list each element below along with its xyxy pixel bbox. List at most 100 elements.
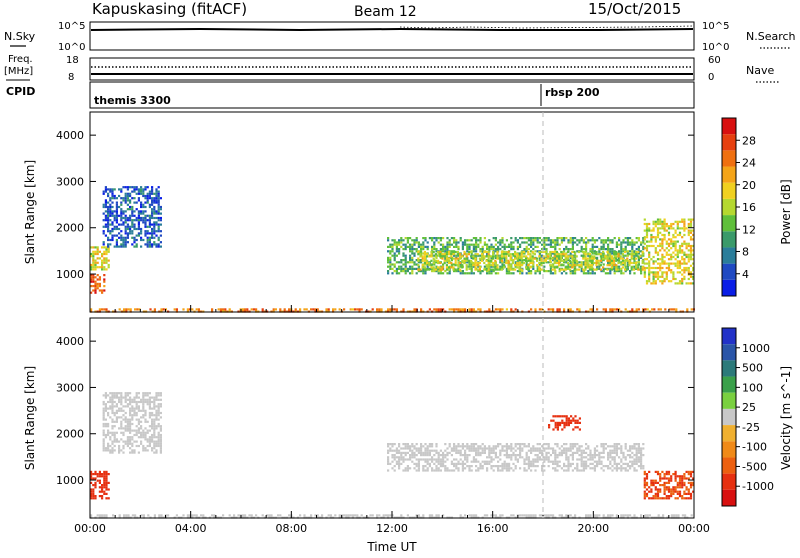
heatmap-cell-power-3: [464, 241, 467, 244]
heatmap-cell-power-5: [692, 253, 695, 256]
heatmap-cell-power-6: [356, 308, 359, 311]
heatmap-cell-power-3: [571, 243, 574, 246]
heatmap-cell-velocity-1: [157, 411, 160, 415]
heatmap-cell-power-2: [146, 245, 149, 248]
heatmap-cell-power-5: [674, 247, 677, 250]
heatmap-cell-velocity-2: [580, 454, 583, 457]
heatmap-cell-power-4: [507, 261, 510, 265]
heatmap-cell-power-5: [648, 266, 651, 270]
heatmap-cell-power-3: [620, 250, 623, 253]
heatmap-cell-velocity-4: [643, 479, 646, 482]
heatmap-cell-power-3: [618, 237, 621, 240]
heatmap-cell-velocity-2: [545, 456, 548, 459]
heatmap-cell-velocity-2: [420, 449, 423, 452]
heatmap-cell-power-4: [635, 261, 638, 265]
heatmap-cell-velocity-5: [538, 514, 541, 517]
heatmap-cell-power-5: [654, 249, 657, 252]
heatmap-cell-velocity-4: [648, 470, 651, 473]
heatmap-cell-velocity-2: [609, 445, 612, 448]
heatmap-cell-velocity-4: [667, 470, 671, 473]
colorbar-frame-velocity: [721, 327, 737, 507]
heatmap-cell-power-5: [689, 247, 693, 250]
heatmap-cell-velocity-2: [602, 443, 605, 446]
heatmap-cell-velocity-1: [159, 394, 162, 397]
heatmap-cell-power-2: [153, 230, 156, 233]
heatmap-cell-power-3: [534, 250, 537, 253]
heatmap-cell-velocity-1: [111, 440, 114, 443]
heatmap-cell-velocity-2: [455, 465, 458, 468]
heatmap-cell-power-1: [94, 252, 97, 256]
heatmap-cell-velocity-5: [153, 514, 156, 517]
heatmap-cell-power-6: [138, 308, 141, 311]
heatmap-cell-velocity-2: [494, 456, 497, 459]
heatmap-cell-power-3: [613, 270, 616, 273]
heatmap-cell-power-3: [609, 250, 612, 253]
heatmap-cell-power-3: [519, 259, 522, 262]
heatmap-cell-power-2: [148, 232, 151, 235]
heatmap-cell-velocity-5: [105, 514, 108, 517]
heatmap-cell-velocity-5: [406, 514, 409, 517]
heatmap-cell-power-2: [155, 243, 158, 246]
heatmap-cell-power-5: [652, 262, 655, 265]
heatmap-cell-power-3: [642, 245, 645, 248]
heatmap-cell-velocity-2: [437, 469, 440, 472]
heatmap-cell-velocity-1: [157, 403, 160, 406]
heatmap-cell-velocity-1: [109, 400, 112, 404]
heatmap-cell-velocity-2: [466, 465, 469, 468]
heatmap-cell-power-5: [683, 220, 686, 223]
heatmap-cell-power-4: [448, 261, 451, 265]
heatmap-cell-velocity-1: [104, 396, 107, 399]
heatmap-cell-velocity-1: [102, 440, 105, 443]
heatmap-cell-velocity-2: [391, 445, 394, 448]
heatmap-cell-power-3: [488, 272, 491, 275]
heatmap-cell-power-3: [490, 245, 493, 248]
heatmap-cell-velocity-5: [90, 514, 93, 517]
heatmap-cell-velocity-1: [113, 420, 116, 423]
heatmap-cell-velocity-2: [442, 456, 445, 459]
heatmap-cell-power-3: [543, 245, 546, 248]
heatmap-cell-power-3: [435, 250, 438, 253]
heatmap-cell-power-2: [131, 221, 134, 224]
heatmap-cell-power-3: [565, 237, 568, 240]
heatmap-cell-power-5: [672, 255, 675, 259]
heatmap-cell-power-3: [620, 243, 623, 246]
heatmap-cell-power-5: [689, 264, 693, 267]
heatmap-cell-power-2: [129, 208, 132, 211]
heatmap-cell-power-3: [580, 254, 583, 257]
heatmap-cell-power-4: [476, 264, 479, 267]
heatmap-cell-power-3: [497, 272, 500, 275]
colorbar-swatch-power-2: [722, 247, 736, 264]
heatmap-cell-power-3: [582, 270, 585, 273]
heatmap-cell-velocity-2: [567, 456, 570, 459]
heatmap-cell-velocity-2: [470, 465, 473, 468]
heatmap-cell-power-3: [420, 250, 423, 253]
heatmap-cell-power-4: [423, 257, 426, 260]
heatmap-cell-power-6: [325, 308, 328, 311]
heatmap-cell-velocity-3: [554, 424, 557, 427]
heatmap-cell-power-3: [453, 237, 456, 240]
heatmap-cell-power-2: [140, 219, 143, 222]
heatmap-cell-power-3: [633, 250, 636, 253]
heatmap-cell-power-3: [554, 245, 557, 248]
heatmap-cell-power-1: [96, 252, 99, 256]
heatmap-cell-velocity-2: [461, 469, 464, 472]
heatmap-cell-power-4: [421, 257, 424, 260]
heatmap-cell-velocity-2: [439, 458, 442, 461]
ytick-label-power-0: 1000: [56, 268, 84, 281]
heatmap-cell-power-5: [645, 262, 649, 265]
heatmap-cell-power-4: [615, 255, 618, 258]
heatmap-cell-velocity-2: [437, 454, 440, 457]
heatmap-cell-power-2: [111, 236, 114, 239]
heatmap-cell-velocity-2: [613, 460, 616, 463]
heatmap-cell-velocity-2: [543, 465, 546, 468]
heatmap-cell-power-1: [107, 250, 110, 253]
heatmap-cell-velocity-1: [144, 411, 147, 415]
heatmap-cell-power-3: [602, 245, 605, 248]
heatmap-cell-power-3: [613, 267, 616, 270]
heatmap-cell-power-3: [411, 245, 414, 248]
heatmap-cell-velocity-2: [565, 465, 568, 468]
heatmap-cell-power-5: [654, 222, 657, 226]
heatmap-cell-power-3: [448, 241, 451, 244]
heatmap-cell-velocity-0: [98, 479, 101, 482]
heatmap-cell-velocity-1: [107, 411, 110, 415]
